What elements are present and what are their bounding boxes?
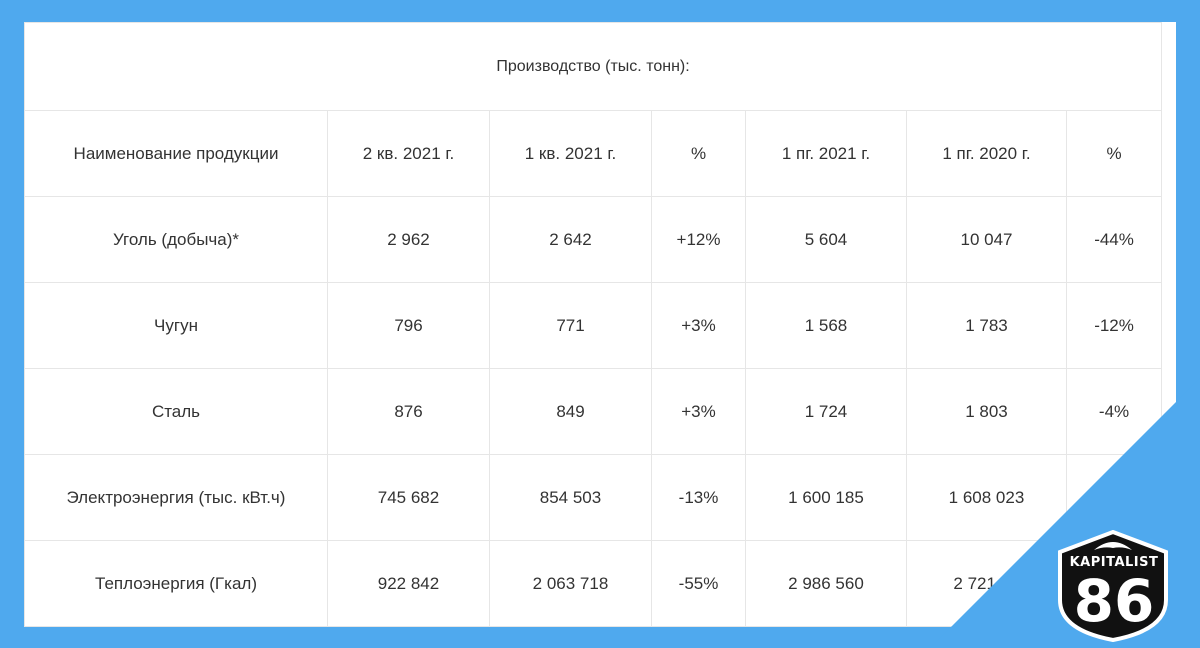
table-row: Чугун 796 771 +3% 1 568 1 783 -12% xyxy=(24,282,1163,369)
table-cell: 745 682 xyxy=(327,454,490,541)
table-cell: 10 047 xyxy=(906,196,1067,283)
table-cell: 1 568 xyxy=(745,282,907,369)
table-cell: -12% xyxy=(1065,282,1163,369)
product-name-cell: Уголь (добыча)* xyxy=(24,196,328,283)
table-cell: 876 xyxy=(327,368,490,455)
product-name-cell: Теплоэнергия (Гкал) xyxy=(24,540,328,627)
table-cell: 1 724 xyxy=(745,368,907,455)
table-cell: +3% xyxy=(651,282,746,369)
table-cell: 2 063 718 xyxy=(489,540,652,627)
table-cell: +3% xyxy=(651,368,746,455)
table-title-row: Производство (тыс. тонн): xyxy=(23,22,1163,111)
orca-icon xyxy=(1094,542,1132,550)
table-cell: 922 842 xyxy=(327,540,490,627)
shield-icon xyxy=(1058,530,1168,642)
header-product-name: Наименование продукции xyxy=(24,110,328,197)
table-cell: 771 xyxy=(489,282,652,369)
table-cell: 796 xyxy=(327,282,490,369)
header-h1-2021: 1 пг. 2021 г. xyxy=(745,110,907,197)
table-cell: 5 604 xyxy=(745,196,907,283)
table-card: Производство (тыс. тонн): Наименование п… xyxy=(23,22,1176,627)
table-row: Сталь 876 849 +3% 1 724 1 803 -4% xyxy=(24,368,1163,455)
table-cell: 1 803 xyxy=(906,368,1067,455)
table-header-row: Наименование продукции 2 кв. 2021 г. 1 к… xyxy=(24,110,1163,197)
table-cell: 2 642 xyxy=(489,196,652,283)
table-cell: 1 600 185 xyxy=(745,454,907,541)
table-cell: +12% xyxy=(651,196,746,283)
badge-brand: KAPITALIST xyxy=(1069,555,1159,570)
badge-number: 86 xyxy=(1073,567,1155,635)
product-name-cell: Чугун xyxy=(24,282,328,369)
product-name-cell: Сталь xyxy=(24,368,328,455)
production-table: Производство (тыс. тонн): Наименование п… xyxy=(23,22,1163,627)
table-title: Производство (тыс. тонн): xyxy=(23,22,1163,111)
table-cell: 2 962 xyxy=(327,196,490,283)
table-row: Уголь (добыча)* 2 962 2 642 +12% 5 604 1… xyxy=(24,196,1163,283)
kapitalist-logo-badge xyxy=(1058,530,1168,642)
table-cell: 1 608 023 xyxy=(906,454,1067,541)
header-h1-2020: 1 пг. 2020 г. xyxy=(906,110,1067,197)
header-quarter-percent: % xyxy=(651,110,746,197)
table-cell: -55% xyxy=(651,540,746,627)
header-half-year-percent: % xyxy=(1065,110,1163,197)
header-q2-2021: 2 кв. 2021 г. xyxy=(327,110,490,197)
table-cell: -44% xyxy=(1065,196,1163,283)
